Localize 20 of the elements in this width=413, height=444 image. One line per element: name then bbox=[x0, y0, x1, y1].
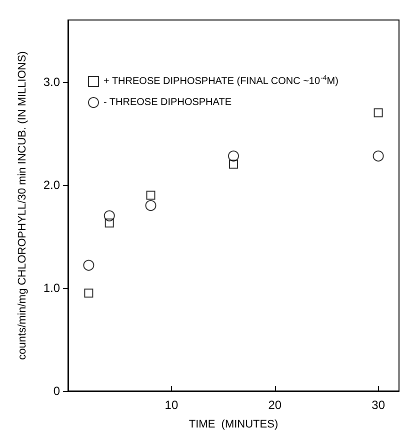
point bbox=[104, 218, 114, 228]
y-axis-title: counts/min/mg CHLOROPHYLL/30 min INCUB. (IN MILLIONS) bbox=[16, 51, 28, 360]
point bbox=[146, 190, 156, 200]
y-tick-label: 1.0 bbox=[43, 280, 60, 295]
point bbox=[83, 260, 94, 271]
point bbox=[84, 288, 94, 298]
legend-label: - THREOSE DIPHOSPHATE bbox=[104, 97, 232, 108]
point bbox=[372, 150, 384, 162]
y-tick-label: 3.0 bbox=[43, 74, 60, 89]
x-tick-label: 30 bbox=[372, 398, 386, 412]
x-axis-title: TIME (MINUTES) bbox=[188, 418, 278, 430]
point bbox=[104, 210, 115, 222]
point bbox=[228, 150, 239, 162]
x-tick-label: 20 bbox=[268, 398, 282, 412]
point bbox=[374, 108, 383, 118]
point bbox=[229, 160, 238, 169]
point bbox=[145, 200, 156, 211]
y-tick-label: 0 bbox=[53, 384, 60, 398]
y-tick-label: 2.0 bbox=[43, 178, 60, 192]
x-tick-label: 10 bbox=[164, 398, 178, 412]
